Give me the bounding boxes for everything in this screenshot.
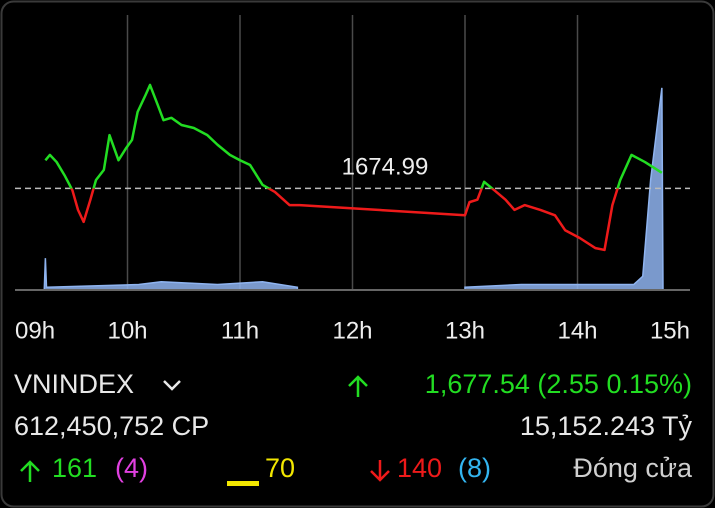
trade-value: 15,152.243 Tỷ bbox=[520, 411, 693, 441]
x-tick-label: 12h bbox=[332, 317, 372, 344]
x-tick-label: 11h bbox=[221, 317, 259, 344]
index-change: 1,677.54 (2.55 0.15%) bbox=[425, 369, 692, 399]
up-arrow bbox=[348, 375, 368, 397]
reference-label: 1674.99 bbox=[342, 153, 429, 180]
market-status: Đóng cửa bbox=[573, 453, 693, 483]
floor-count: (8) bbox=[458, 453, 491, 483]
advances: 161 bbox=[52, 453, 97, 483]
unchanged: 70 bbox=[265, 453, 295, 483]
x-tick-label: 14h bbox=[557, 317, 597, 344]
decline-arrow bbox=[370, 460, 390, 482]
x-tick-label: 10h bbox=[107, 317, 147, 344]
volume-area bbox=[43, 87, 664, 291]
declines: 140 bbox=[397, 453, 442, 483]
ceiling-count: (4) bbox=[115, 453, 148, 483]
symbol[interactable]: VNINDEX bbox=[14, 369, 134, 399]
plot bbox=[15, 15, 690, 291]
x-tick-label: 13h bbox=[445, 317, 485, 344]
dropdown-icon[interactable] bbox=[163, 380, 181, 391]
x-tick-label: 15h bbox=[650, 317, 690, 344]
advance-arrow bbox=[20, 460, 40, 482]
unchanged-icon bbox=[227, 481, 259, 486]
volume: 612,450,752 CP bbox=[14, 411, 209, 441]
x-tick-label: 09h bbox=[15, 317, 55, 344]
price-line bbox=[44, 83, 663, 252]
